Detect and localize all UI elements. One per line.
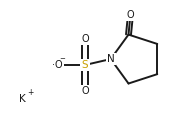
Text: N: N (107, 54, 115, 64)
Text: ·O: ·O (52, 60, 63, 70)
Text: O: O (81, 86, 89, 96)
Text: O: O (81, 34, 89, 44)
Text: O: O (127, 10, 134, 20)
Text: +: + (28, 88, 34, 97)
Text: S: S (82, 60, 88, 70)
Text: −: − (59, 56, 65, 62)
Text: K: K (19, 94, 26, 104)
